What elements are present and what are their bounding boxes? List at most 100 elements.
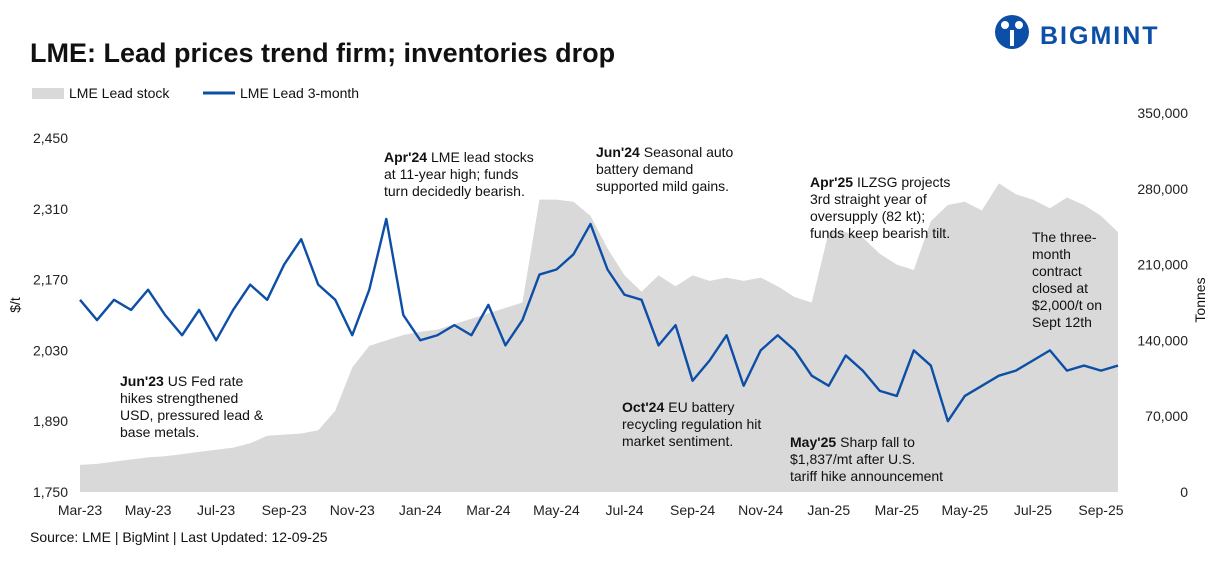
y2-tick-label: 140,000 xyxy=(1137,332,1188,348)
legend-swatch xyxy=(32,88,64,99)
annotation-line: $2,000/t on xyxy=(1032,297,1102,313)
annotation-text: USD, pressured lead & xyxy=(120,407,264,423)
annotation-line: contract xyxy=(1032,263,1082,279)
annotation-text: Sharp fall to xyxy=(840,434,915,450)
annotation-text: US Fed rate xyxy=(168,373,244,389)
annotation-label: Jun'23 xyxy=(120,373,164,389)
annotation-line: The three- xyxy=(1032,229,1097,245)
y2-axis-title: Tonnes xyxy=(1192,277,1208,322)
annotation-text: hikes strengthened xyxy=(120,390,238,406)
annotation-text: contract xyxy=(1032,263,1082,279)
annotation-line: May'25 Sharp fall to xyxy=(790,434,915,450)
annotation-line: oversupply (82 kt); xyxy=(810,208,925,224)
chart-title: LME: Lead prices trend firm; inventories… xyxy=(30,38,615,68)
logo: BIGMINT xyxy=(995,15,1160,50)
x-tick-label: Sep-25 xyxy=(1078,502,1123,518)
x-tick-label: Mar-23 xyxy=(58,502,103,518)
annotation-line: battery demand xyxy=(596,161,693,177)
annotation-text: turn decidedly bearish. xyxy=(384,183,525,199)
plot xyxy=(79,183,1119,492)
y2-tick-label: 0 xyxy=(1180,484,1188,500)
x-tick-label: May-24 xyxy=(533,502,580,518)
annotation-line: turn decidedly bearish. xyxy=(384,183,525,199)
y-tick-label: 2,170 xyxy=(33,272,68,288)
x-tick-label: Jan-24 xyxy=(399,502,442,518)
annotation-text: recycling regulation hit xyxy=(622,416,761,432)
x-tick-label: Mar-25 xyxy=(875,502,920,518)
annotation-text: 3rd straight year of xyxy=(810,191,927,207)
logo-text: BIGMINT xyxy=(1040,22,1160,50)
annotation-line: Jun'24 Seasonal auto xyxy=(596,144,734,160)
annotation-text: $1,837/mt after U.S. xyxy=(790,451,915,467)
annotation-line: Apr'24 LME lead stocks xyxy=(384,149,534,165)
y-axis-title: $/t xyxy=(7,297,23,313)
legend-label: LME Lead 3-month xyxy=(240,85,359,101)
annotation-line: funds keep bearish tilt. xyxy=(810,225,950,241)
annotation-text: market sentiment. xyxy=(622,433,733,449)
x-tick-label: Jul-23 xyxy=(197,502,235,518)
annotation-line: Oct'24 EU battery xyxy=(622,399,734,415)
annotation-text: oversupply (82 kt); xyxy=(810,208,925,224)
annotation-text: month xyxy=(1032,246,1071,262)
x-tick-label: Jul-25 xyxy=(1014,502,1052,518)
annotation-text: $2,000/t on xyxy=(1032,297,1102,313)
annotation-label: Jun'24 xyxy=(596,144,640,160)
x-tick-label: Jan-25 xyxy=(807,502,850,518)
y2-tick-label: 210,000 xyxy=(1137,257,1188,273)
x-tick-label: May-23 xyxy=(125,502,172,518)
x-tick-label: Sep-23 xyxy=(262,502,307,518)
annotation-line: USD, pressured lead & xyxy=(120,407,264,423)
annotation-line: month xyxy=(1032,246,1071,262)
x-tick-label: Jul-24 xyxy=(605,502,643,518)
annotation-line: tariff hike announcement xyxy=(790,468,943,484)
annotation-text: tariff hike announcement xyxy=(790,468,943,484)
logo-icon xyxy=(1010,30,1014,46)
y-tick-label: 1,750 xyxy=(33,484,68,500)
annotation-line: Sept 12th xyxy=(1032,314,1092,330)
annotation-text: EU battery xyxy=(668,399,734,415)
annotation-text: closed at xyxy=(1032,280,1088,296)
annotation-label: Apr'25 xyxy=(810,174,853,190)
annotation-line: Apr'25 ILZSG projects xyxy=(810,174,950,190)
y2-tick-label: 70,000 xyxy=(1145,408,1188,424)
x-tick-label: May-25 xyxy=(942,502,989,518)
annotation-label: Oct'24 xyxy=(622,399,664,415)
y-tick-label: 2,310 xyxy=(33,201,68,217)
annotation-line: 3rd straight year of xyxy=(810,191,927,207)
logo-icon xyxy=(1001,21,1009,29)
annotation-line: supported mild gains. xyxy=(596,178,729,194)
annotation-text: battery demand xyxy=(596,161,693,177)
source: Source: LME | BigMint | Last Updated: 12… xyxy=(30,529,328,545)
annotation-line: base metals. xyxy=(120,424,199,440)
legend: LME Lead stock LME Lead 3-month xyxy=(32,85,359,101)
annotation-line: closed at xyxy=(1032,280,1088,296)
x-tick-label: Nov-24 xyxy=(738,502,783,518)
annotation-label: May'25 xyxy=(790,434,836,450)
x-tick-label: Mar-24 xyxy=(466,502,511,518)
annotation-text: LME lead stocks xyxy=(431,149,534,165)
y-tick-label: 1,890 xyxy=(33,413,68,429)
legend-label: LME Lead stock xyxy=(69,85,170,101)
annotation-line: $1,837/mt after U.S. xyxy=(790,451,915,467)
y-tick-label: 2,450 xyxy=(33,130,68,146)
stock-area xyxy=(80,183,1118,492)
annotation-text: Seasonal auto xyxy=(644,144,734,160)
annotation-text: The three- xyxy=(1032,229,1097,245)
logo-icon xyxy=(1015,21,1023,29)
annotation-text: supported mild gains. xyxy=(596,178,729,194)
y-tick-label: 2,030 xyxy=(33,342,68,358)
annotation-text: funds keep bearish tilt. xyxy=(810,225,950,241)
annotation: May'25 Sharp fall to$1,837/mt after U.S.t… xyxy=(790,434,943,484)
y2-tick-label: 350,000 xyxy=(1137,105,1188,121)
annotation-label: Apr'24 xyxy=(384,149,427,165)
x-tick-label: Nov-23 xyxy=(330,502,375,518)
price-line xyxy=(79,217,1119,423)
annotation-text: base metals. xyxy=(120,424,199,440)
annotation-line: recycling regulation hit xyxy=(622,416,761,432)
